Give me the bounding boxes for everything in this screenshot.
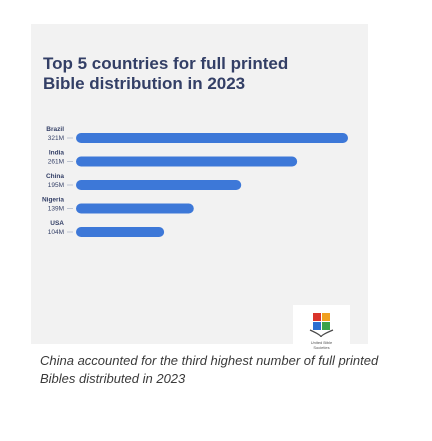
bar-chart: Brazil 321M India 261M China 195M Nigeria 139M U… [42,126,348,237]
category-label: India [49,150,65,157]
value-label: 104M [48,229,64,236]
chart-title-line-1: Top 5 countries for full printed [43,54,289,73]
category-label: China [46,173,64,180]
bar-india [76,156,298,167]
chart-card: Top 5 countries for full printed Bible d… [31,24,368,350]
category-label: USA [50,220,64,227]
value-label: 195M [48,182,64,189]
value-label: 139M [48,206,64,213]
value-label: 261M [48,159,64,166]
category-label: Brazil [46,126,64,133]
bible-society-logo: United Bible Societies [293,305,350,350]
logo-text: United Bible Societies [293,340,350,350]
value-label: 321M [48,135,64,142]
chart-title: Top 5 countries for full printed Bible d… [43,54,363,94]
logo-text-line-2: Societies [313,345,330,350]
chart-caption: China accounted for the third highest nu… [40,353,379,386]
bar-china [76,180,242,190]
open-bible-logo-icon [309,313,334,338]
category-label: Nigeria [42,197,64,204]
logo-text-line-1: United Bible [310,340,333,345]
bar-usa [76,227,165,237]
bar-brazil [76,133,348,143]
chart-title-line-2: Bible distribution in 2023 [43,74,246,93]
bar-nigeria [76,203,194,214]
